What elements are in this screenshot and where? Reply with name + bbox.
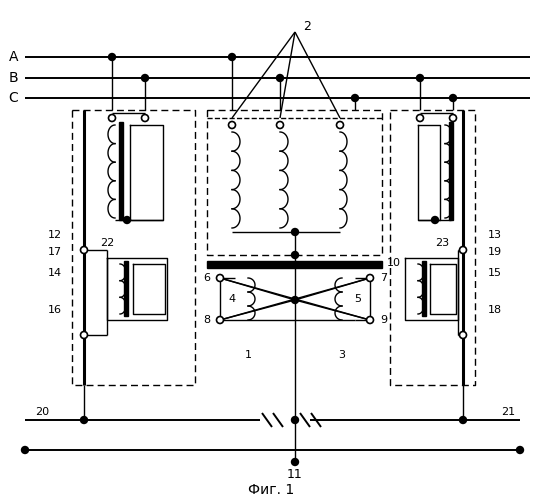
Bar bbox=[449, 122, 453, 220]
Text: 5: 5 bbox=[354, 294, 361, 304]
Text: Фиг. 1: Фиг. 1 bbox=[248, 483, 294, 497]
Circle shape bbox=[292, 459, 299, 466]
Circle shape bbox=[229, 53, 236, 60]
Text: 11: 11 bbox=[287, 469, 303, 482]
Circle shape bbox=[108, 114, 115, 121]
Text: A: A bbox=[9, 50, 18, 64]
Circle shape bbox=[22, 447, 29, 454]
Circle shape bbox=[141, 114, 149, 121]
Circle shape bbox=[460, 247, 467, 253]
Circle shape bbox=[276, 74, 283, 81]
Circle shape bbox=[292, 296, 299, 303]
Text: 9: 9 bbox=[380, 315, 387, 325]
Bar bbox=[207, 261, 382, 268]
Text: 17: 17 bbox=[48, 247, 62, 257]
Text: 12: 12 bbox=[48, 230, 62, 240]
Text: C: C bbox=[8, 91, 18, 105]
Text: 21: 21 bbox=[501, 407, 515, 417]
Text: 15: 15 bbox=[488, 268, 502, 278]
Bar bbox=[124, 261, 128, 316]
Circle shape bbox=[366, 274, 373, 281]
Circle shape bbox=[141, 74, 149, 81]
Circle shape bbox=[292, 251, 299, 258]
Text: 3: 3 bbox=[339, 350, 345, 360]
Bar bbox=[119, 122, 123, 220]
Text: 23: 23 bbox=[435, 238, 449, 248]
Text: 20: 20 bbox=[35, 407, 49, 417]
Circle shape bbox=[460, 331, 467, 338]
Circle shape bbox=[81, 331, 87, 338]
Text: 7: 7 bbox=[380, 273, 387, 283]
Circle shape bbox=[276, 121, 283, 129]
Circle shape bbox=[366, 316, 373, 323]
Circle shape bbox=[229, 121, 236, 129]
Text: 22: 22 bbox=[100, 238, 114, 248]
Circle shape bbox=[337, 121, 344, 129]
Circle shape bbox=[449, 114, 456, 121]
Text: 8: 8 bbox=[203, 315, 210, 325]
Text: 19: 19 bbox=[488, 247, 502, 257]
Circle shape bbox=[292, 417, 299, 424]
Circle shape bbox=[352, 94, 358, 101]
Circle shape bbox=[216, 316, 223, 323]
Text: 16: 16 bbox=[48, 305, 62, 315]
Text: B: B bbox=[8, 71, 18, 85]
Circle shape bbox=[216, 274, 223, 281]
Circle shape bbox=[431, 217, 438, 224]
Circle shape bbox=[449, 94, 456, 101]
Text: 13: 13 bbox=[488, 230, 502, 240]
Bar bbox=[422, 261, 426, 316]
Circle shape bbox=[517, 447, 524, 454]
Text: 1: 1 bbox=[244, 350, 251, 360]
Text: 10: 10 bbox=[387, 258, 401, 268]
Text: 14: 14 bbox=[48, 268, 62, 278]
Circle shape bbox=[81, 247, 87, 253]
Text: 2: 2 bbox=[303, 19, 311, 32]
Circle shape bbox=[292, 229, 299, 236]
Circle shape bbox=[108, 53, 115, 60]
Text: 18: 18 bbox=[488, 305, 502, 315]
Text: 6: 6 bbox=[203, 273, 210, 283]
Text: 4: 4 bbox=[229, 294, 236, 304]
Circle shape bbox=[124, 217, 131, 224]
Circle shape bbox=[416, 114, 423, 121]
Circle shape bbox=[460, 417, 467, 424]
Circle shape bbox=[81, 417, 87, 424]
Circle shape bbox=[416, 74, 423, 81]
